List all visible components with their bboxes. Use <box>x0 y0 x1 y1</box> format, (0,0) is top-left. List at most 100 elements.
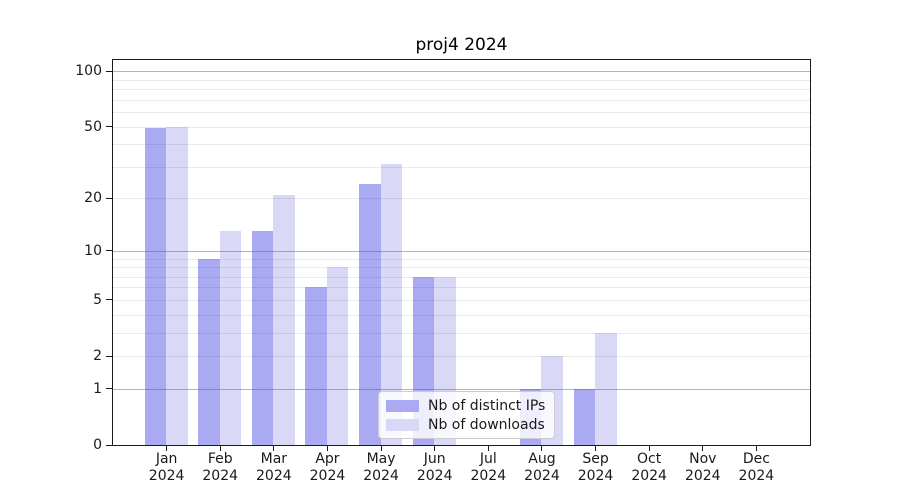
x-tick-sep <box>595 445 597 451</box>
bar-downloads-jan <box>166 126 188 445</box>
legend-label-downloads: Nb of downloads <box>428 416 545 433</box>
gridline-minor-90 <box>113 79 810 81</box>
gridline-minor-80 <box>113 89 810 91</box>
x-tick-label-jan: Jan 2024 <box>127 451 207 485</box>
x-tick-label-sep: Sep 2024 <box>556 451 636 485</box>
x-tick-label-month-jan: Jan <box>155 451 178 467</box>
x-tick-label-month-sep: Sep <box>582 451 609 467</box>
bar-distinct-ips-feb <box>198 258 220 445</box>
x-tick-label-jul: Jul 2024 <box>448 451 528 485</box>
gridline-minor-50 <box>113 126 810 128</box>
x-tick-label-year-apr: 2024 <box>309 468 346 484</box>
x-tick-label-year-sep: 2024 <box>577 468 614 484</box>
x-tick-label-year-jan: 2024 <box>148 468 185 484</box>
x-tick-apr <box>326 445 328 451</box>
y-tick-label-10: 10 <box>84 242 102 259</box>
gridline-minor-60 <box>113 112 810 114</box>
x-tick-label-year-feb: 2024 <box>202 468 239 484</box>
bar-downloads-apr <box>326 267 349 445</box>
y-tick-label-1: 1 <box>93 380 102 397</box>
x-tick-mar <box>273 445 275 451</box>
y-tick-20 <box>106 197 112 199</box>
x-tick-label-aug: Aug 2024 <box>502 451 582 485</box>
gridline-major-100 <box>113 71 810 73</box>
gridline-minor-2 <box>113 356 810 358</box>
y-tick-label-0: 0 <box>93 437 102 453</box>
x-tick-label-month-nov: Nov <box>689 451 717 467</box>
x-tick-label-month-aug: Aug <box>528 451 556 467</box>
legend-entry-downloads: Nb of downloads <box>386 415 545 434</box>
x-tick-label-jun: Jun 2024 <box>395 451 475 485</box>
y-tick-label-100: 100 <box>75 63 102 80</box>
y-tick-1 <box>106 388 112 390</box>
legend-swatch-distinct-ips <box>386 399 419 412</box>
x-tick-label-may: May 2024 <box>341 451 421 485</box>
legend-label-distinct-ips: Nb of distinct IPs <box>428 397 546 414</box>
gridline-major-1 <box>113 388 810 390</box>
x-tick-label-oct: Oct 2024 <box>609 451 689 485</box>
plot-area: Nb of distinct IPs Nb of downloads <box>112 59 811 446</box>
gridline-minor-30 <box>113 166 810 168</box>
gridline-minor-40 <box>113 144 810 146</box>
y-tick-50 <box>106 126 112 128</box>
x-tick-nov <box>702 445 704 451</box>
bar-downloads-may <box>380 164 403 445</box>
x-tick-label-month-oct: Oct <box>637 451 662 467</box>
x-tick-may <box>380 445 382 451</box>
y-tick-5 <box>106 299 112 301</box>
legend-swatch-downloads <box>386 418 419 431</box>
x-tick-label-month-may: May <box>366 451 396 467</box>
x-tick-label-year-may: 2024 <box>363 468 399 484</box>
x-tick-label-feb: Feb 2024 <box>180 451 260 485</box>
x-tick-label-year-nov: 2024 <box>684 468 721 484</box>
bar-distinct-ips-may <box>359 184 381 445</box>
x-tick-label-year-mar: 2024 <box>256 468 292 484</box>
x-tick-label-month-mar: Mar <box>260 451 288 467</box>
legend: Nb of distinct IPs Nb of downloads <box>378 391 556 439</box>
x-tick-jan <box>166 445 168 451</box>
gridline-minor-70 <box>113 99 810 101</box>
gridline-minor-5 <box>113 299 810 301</box>
chart-title: proj4 2024 <box>415 35 508 55</box>
x-tick-label-mar: Mar 2024 <box>234 451 314 485</box>
y-tick-label-50: 50 <box>84 118 102 135</box>
bar-distinct-ips-mar <box>251 231 274 445</box>
y-tick-0 <box>106 444 112 446</box>
bar-downloads-mar <box>273 194 295 445</box>
legend-entry-distinct-ips: Nb of distinct IPs <box>386 396 545 415</box>
x-tick-label-apr: Apr 2024 <box>287 451 367 485</box>
x-tick-label-month-jul: Jul <box>479 451 497 467</box>
gridline-minor-4 <box>113 314 810 316</box>
bar-distinct-ips-jan <box>144 128 167 445</box>
bar-distinct-ips-sep <box>573 388 596 445</box>
x-tick-dec <box>755 445 757 451</box>
x-tick-aug <box>541 445 543 451</box>
x-tick-feb <box>219 445 221 451</box>
y-tick-label-20: 20 <box>84 190 102 207</box>
y-tick-label-2: 2 <box>93 348 102 365</box>
gridline-minor-3 <box>113 332 810 334</box>
x-tick-jul <box>487 445 489 451</box>
x-tick-label-month-dec: Dec <box>742 451 770 467</box>
x-tick-label-year-jun: 2024 <box>416 468 453 484</box>
x-tick-oct <box>648 445 650 451</box>
y-tick-100 <box>106 70 112 72</box>
bar-downloads-sep <box>595 332 617 445</box>
bar-downloads-feb <box>219 231 242 445</box>
y-tick-label-5: 5 <box>93 291 102 308</box>
gridline-minor-20 <box>113 198 810 200</box>
x-tick-label-month-apr: Apr <box>315 451 340 467</box>
x-tick-label-month-jun: Jun <box>423 451 446 467</box>
x-tick-label-year-oct: 2024 <box>631 468 667 484</box>
x-tick-label-year-jul: 2024 <box>470 468 507 484</box>
bar-distinct-ips-apr <box>305 287 327 445</box>
x-tick-label-month-feb: Feb <box>207 451 233 467</box>
x-tick-label-year-aug: 2024 <box>524 468 560 484</box>
gridline-minor-9 <box>113 258 810 260</box>
x-tick-jun <box>434 445 436 451</box>
y-tick-10 <box>106 250 112 252</box>
gridline-minor-8 <box>113 267 810 269</box>
y-tick-2 <box>106 355 112 357</box>
gridline-major-10 <box>113 250 810 252</box>
